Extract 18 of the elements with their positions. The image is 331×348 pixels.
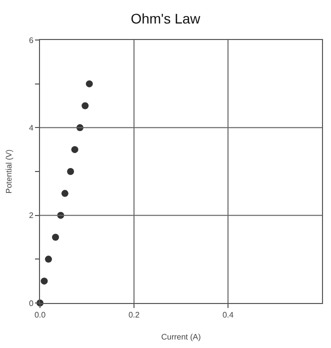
x-tick-label: 0.0: [34, 310, 46, 320]
point: [44, 256, 52, 263]
y-tick-label: 2: [28, 211, 34, 220]
x-axis-title: Current (A): [161, 332, 202, 342]
point: [52, 234, 60, 241]
point: [61, 190, 68, 197]
point: [67, 168, 74, 175]
y-tick-label: 6: [28, 36, 34, 45]
point: [71, 146, 78, 154]
chart-title: Ohm's Law: [130, 10, 202, 27]
point: [40, 278, 48, 285]
y-tick-label: 0: [28, 298, 34, 308]
x-tick-label: 0.2: [128, 310, 140, 320]
point: [82, 102, 89, 110]
y-tick-label: 4: [28, 123, 34, 132]
point: [86, 80, 93, 88]
y-axis-title: Potential (V): [4, 149, 14, 194]
x-tick-label: 0.4: [222, 310, 234, 320]
